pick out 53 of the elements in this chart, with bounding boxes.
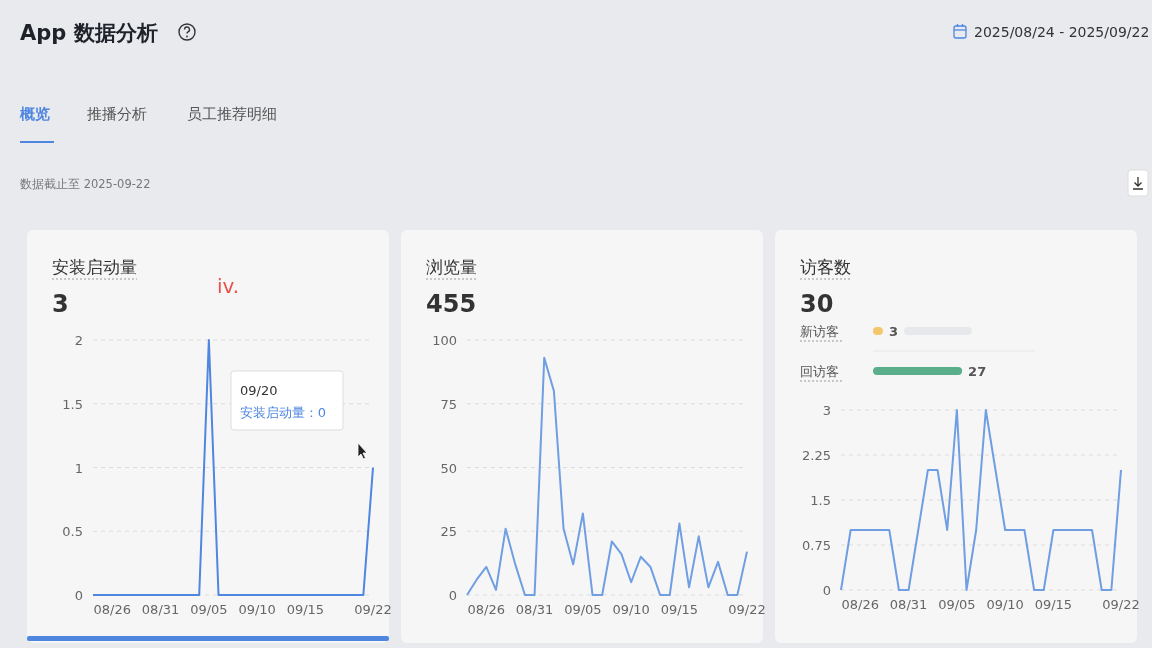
y-tick-label: 3: [822, 403, 831, 418]
line-series: [466, 356, 748, 596]
y-tick-label: 2.25: [802, 448, 831, 463]
x-tick-label: 09/15: [286, 602, 325, 617]
x-tick-label: 08/26: [841, 597, 880, 612]
text: 30: [800, 290, 834, 318]
y-tick-label: 25: [440, 524, 457, 540]
y-tick-label: 1.5: [62, 396, 83, 412]
text: 访客数: [800, 257, 851, 277]
y-tick-label: 回访客: [800, 364, 839, 379]
text: iv.: [217, 274, 240, 298]
text: 数据截止至 2025-09-22: [20, 177, 151, 191]
x-tick-label: 08/31: [515, 602, 554, 617]
x-tick-label: 08/31: [141, 602, 180, 617]
x-tick-label: 09/22: [728, 602, 766, 617]
text: 2025/08/24 - 2025/09/22: [974, 24, 1150, 40]
data-label: 3: [888, 324, 898, 339]
annotation: 09/20: [240, 383, 278, 398]
text: 推播分析: [87, 105, 147, 123]
x-tick-label: 09/10: [612, 602, 650, 617]
x-tick-label: 09/22: [1102, 597, 1140, 612]
y-tick-label: 0.75: [802, 538, 831, 553]
data-label: 27: [968, 364, 987, 379]
x-tick-label: 09/05: [190, 602, 228, 617]
x-tick-label: 08/26: [93, 602, 132, 617]
chart-title: 安装启动量: [52, 257, 137, 277]
chart-subtitle: 455: [426, 290, 477, 318]
y-tick-label: 新访客: [800, 324, 839, 339]
text: 概览: [19, 105, 50, 123]
chart-title: 浏览量: [426, 257, 477, 277]
line-series: [840, 409, 1122, 591]
y-tick-label: 75: [440, 396, 457, 412]
x-tick-label: 09/10: [986, 597, 1024, 612]
y-tick-label: 0: [822, 583, 831, 598]
x-tick-label: 09/15: [660, 602, 699, 617]
y-tick-label: 100: [432, 333, 457, 348]
x-tick-label: 09/05: [938, 597, 976, 612]
x-tick-label: 08/31: [889, 597, 928, 612]
annotation: 安装启动量 : 0: [240, 405, 326, 420]
x-tick-label: 09/15: [1034, 597, 1073, 612]
x-tick-label: 09/10: [238, 602, 276, 617]
y-tick-label: 0: [74, 588, 83, 603]
x-tick-label: 09/05: [564, 602, 602, 617]
x-tick-label: 09/22: [354, 602, 392, 617]
y-tick-label: 50: [440, 460, 457, 476]
y-tick-label: 0.5: [62, 524, 83, 540]
y-tick-label: 2: [74, 333, 83, 348]
y-tick-label: 0: [448, 588, 457, 603]
text: App 数据分析: [20, 21, 158, 45]
y-tick-label: 1.5: [810, 493, 831, 508]
x-tick-label: 08/26: [467, 602, 506, 617]
text: 员工推荐明细: [187, 105, 277, 123]
y-tick-label: 1: [74, 460, 83, 476]
